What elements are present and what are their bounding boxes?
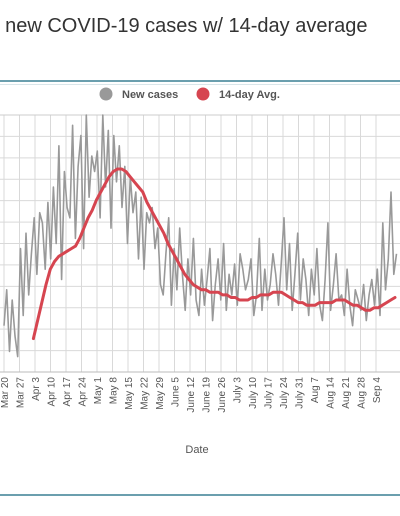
x-tick-label: Mar 27 bbox=[16, 377, 27, 409]
series-new-cases bbox=[3, 114, 398, 358]
legend-label-14-day-avg: 14-day Avg. bbox=[219, 89, 280, 101]
x-tick-label: June 5 bbox=[171, 377, 182, 407]
x-tick-label: Apr 3 bbox=[31, 377, 42, 401]
series-14-day-avg bbox=[31, 167, 397, 341]
legend-label-new-cases: New cases bbox=[122, 89, 178, 101]
legend: New cases 14-day Avg. bbox=[99, 87, 280, 101]
x-tick-label: July 24 bbox=[279, 377, 290, 409]
grid-lines bbox=[0, 114, 400, 373]
legend-marker-new-cases bbox=[99, 87, 113, 101]
x-tick-label: Mar 20 bbox=[0, 377, 11, 409]
x-tick-label: May 22 bbox=[140, 377, 151, 410]
x-axis-title: Date bbox=[185, 444, 208, 456]
x-tick-label: May 8 bbox=[109, 377, 120, 405]
x-tick-label: July 3 bbox=[233, 377, 244, 404]
plot-border bbox=[0, 114, 400, 373]
x-tick-labels: Mar 20 Mar 27 Apr 3 Apr 10 Apr 17 Apr 24 May 1… bbox=[0, 377, 383, 413]
x-tick-label: Apr 10 bbox=[47, 377, 58, 407]
x-tick-label: Aug 14 bbox=[326, 377, 337, 409]
x-tick-label: Aug 21 bbox=[341, 377, 352, 409]
x-tick-label: May 1 bbox=[93, 377, 104, 405]
x-tick-label: June 19 bbox=[202, 377, 213, 413]
x-tick-label: June 26 bbox=[217, 377, 228, 413]
x-tick-label: May 15 bbox=[124, 377, 135, 410]
panel-divider bbox=[0, 84, 400, 85]
x-tick-label: Aug 7 bbox=[310, 377, 321, 404]
x-tick-label: Aug 28 bbox=[357, 377, 368, 409]
x-tick-label: Apr 17 bbox=[62, 377, 73, 407]
x-tick-label: May 29 bbox=[155, 377, 166, 410]
title-bar: . new COVID-19 cases w/ 14-day average bbox=[0, 0, 400, 58]
x-tick-label: July 17 bbox=[264, 377, 275, 409]
x-tick-label: July 31 bbox=[295, 377, 306, 409]
series-line-new-cases bbox=[3, 114, 398, 358]
legend-marker-14-day-avg bbox=[196, 87, 210, 101]
x-tick-label: June 12 bbox=[186, 377, 197, 413]
series-line-14-day-avg bbox=[31, 167, 397, 341]
x-tick-label: Sep 4 bbox=[372, 377, 383, 404]
x-tick-label: July 10 bbox=[248, 377, 259, 409]
x-tick-label: Apr 24 bbox=[78, 377, 89, 407]
chart-title: . new COVID-19 cases w/ 14-day average bbox=[0, 15, 368, 37]
